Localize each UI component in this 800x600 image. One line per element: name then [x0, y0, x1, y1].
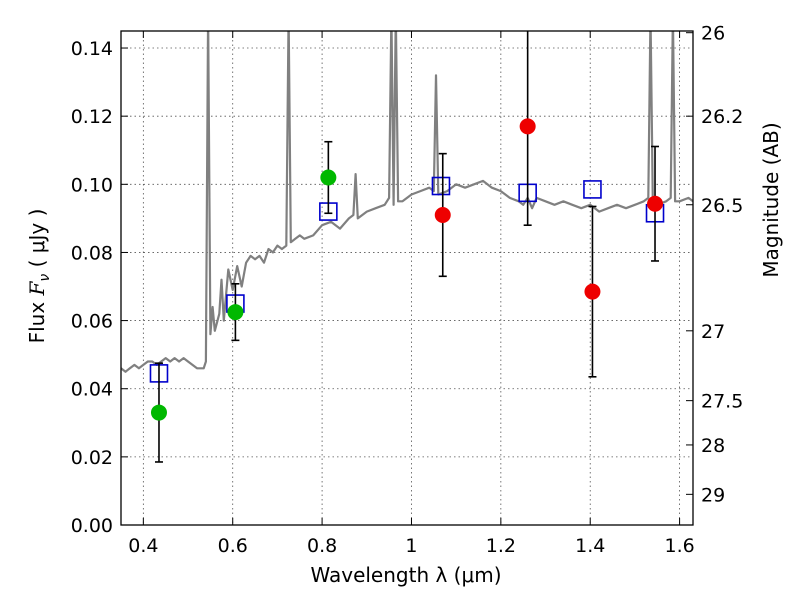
y2-tick-label: 29	[701, 484, 725, 506]
observed-photometry-point	[584, 283, 601, 300]
x-tick-label: 1.4	[575, 535, 605, 557]
y-tick-label: 0.10	[71, 174, 113, 196]
observed-photometry-point	[320, 169, 337, 186]
y-tick-label: 0.02	[71, 447, 113, 469]
x-tick-label: 1.6	[664, 535, 694, 557]
plot-frame	[120, 30, 694, 526]
x-tick-label: 0.6	[218, 535, 248, 557]
observed-photometry-point	[150, 404, 167, 421]
observed-photometry-point	[647, 195, 664, 212]
photometry-layer	[149, 31, 665, 463]
y2-tick-label: 28	[701, 435, 725, 457]
y2-tick-label: 27	[701, 321, 725, 343]
y2-tick-label: 26	[701, 23, 725, 45]
model-photometry-square	[431, 176, 451, 196]
y-axis-title-prefix: Flux	[25, 295, 49, 343]
y-tick-label: 0.12	[71, 106, 113, 128]
y-tick-label: 0.04	[71, 379, 113, 401]
observed-photometry-point	[519, 118, 536, 135]
observed-photometry-point	[227, 304, 244, 321]
y-axis-title: Flux Fν ( μJy )	[25, 209, 53, 344]
y-tick-label: 0.08	[71, 242, 113, 264]
y-axis-title-var: F	[25, 280, 49, 296]
y-axis-title-suffix: ( μJy )	[25, 209, 49, 274]
y2-tick-label: 26.2	[701, 106, 743, 128]
spectrum-layer	[121, 31, 693, 373]
axis-ticks: 0.4 0.6 0.8 1 1.2 1.4 1.6 0.00 0.02 0.04 0.06 0.08 0…	[71, 23, 744, 557]
y2-axis-title: Magnitude (AB)	[759, 122, 783, 277]
y2-tick-label: 27.5	[701, 391, 743, 413]
spectrum-line	[121, 31, 693, 373]
y-tick-label: 0.00	[71, 515, 113, 537]
x-tick-label: 0.4	[128, 535, 158, 557]
y-tick-label: 0.14	[71, 38, 113, 60]
axes-box	[120, 30, 694, 526]
y2-tick-label: 26.5	[701, 195, 743, 217]
x-tick-label: 1	[405, 535, 417, 557]
model-photometry-square	[583, 180, 602, 199]
y-axis-title-sub: ν	[37, 274, 53, 282]
x-axis-title: Wavelength λ (μm)	[310, 563, 501, 587]
x-tick-label: 0.8	[307, 535, 337, 557]
observed-photometry-point	[434, 206, 451, 223]
x-tick-label: 1.2	[486, 535, 516, 557]
y-tick-label: 0.06	[71, 311, 113, 333]
